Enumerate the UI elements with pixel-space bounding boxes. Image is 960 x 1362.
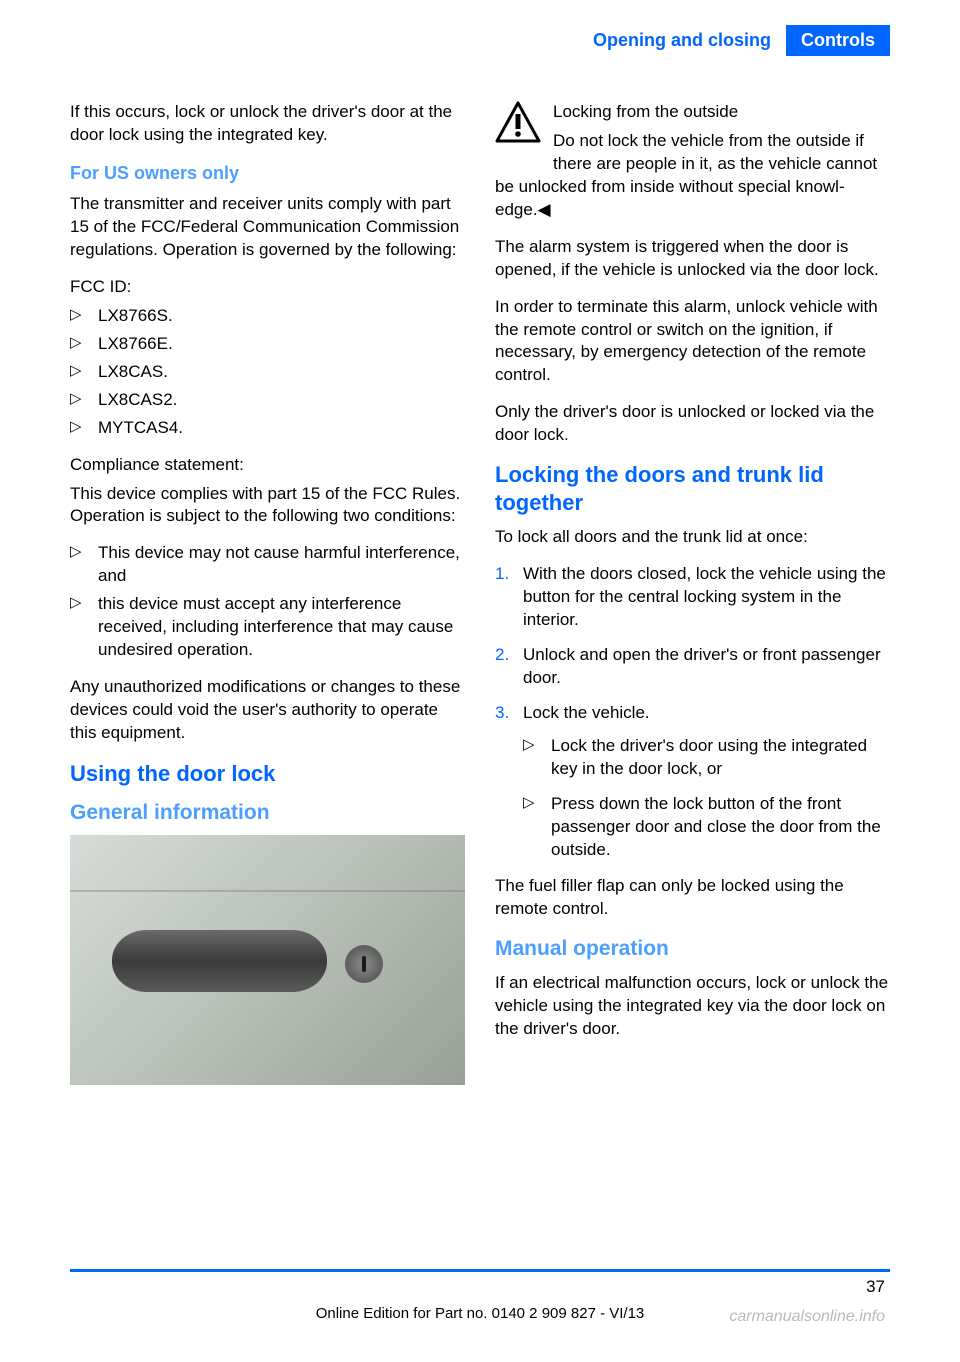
warning-block: Locking from the outside Do not lock the… bbox=[495, 101, 890, 222]
list-item: LX8766S. bbox=[70, 305, 465, 328]
step-item: 1. With the doors closed, lock the vehic… bbox=[495, 563, 890, 632]
list-item: LX8CAS. bbox=[70, 361, 465, 384]
manual-operation-text: If an electrical malfunction occurs, loc… bbox=[495, 972, 890, 1041]
door-handle-shape bbox=[112, 930, 327, 992]
unauthorized-text: Any unauthorized modifications or change… bbox=[70, 676, 465, 745]
sub-step-list: Lock the driver's door using the integra… bbox=[523, 735, 890, 862]
page-number: 37 bbox=[866, 1277, 885, 1297]
fcc-id-label: FCC ID: bbox=[70, 276, 465, 299]
only-driver-paragraph: Only the driver's door is unlocked or lo… bbox=[495, 401, 890, 447]
step-text: Lock the vehicle. bbox=[523, 703, 650, 722]
list-item: Press down the lock button of the front … bbox=[523, 793, 890, 862]
door-lock-cylinder bbox=[345, 945, 383, 983]
locking-steps: 1. With the doors closed, lock the vehic… bbox=[495, 563, 890, 861]
watermark-text: carmanualsonline.info bbox=[729, 1308, 885, 1326]
list-item: MYTCAS4. bbox=[70, 417, 465, 440]
door-seam-line bbox=[70, 890, 465, 892]
alarm-paragraph: The alarm system is triggered when the d… bbox=[495, 236, 890, 282]
manual-operation-heading: Manual operation bbox=[495, 935, 890, 963]
compliance-label: Compliance statement: bbox=[70, 454, 465, 477]
left-column: If this occurs, lock or unlock the drive… bbox=[70, 101, 465, 1085]
step-number: 1. bbox=[495, 563, 509, 586]
fcc-id-list: LX8766S. LX8766E. LX8CAS. LX8CAS2. MYTCA… bbox=[70, 305, 465, 440]
fuel-filler-text: The fuel filler flap can only be locked … bbox=[495, 875, 890, 921]
us-owners-heading: For US owners only bbox=[70, 161, 465, 185]
list-item: Lock the driver's door using the integra… bbox=[523, 735, 890, 781]
header-section-label: Opening and closing bbox=[578, 25, 786, 56]
intro-paragraph: If this occurs, lock or unlock the drive… bbox=[70, 101, 465, 147]
compliance-text: This device complies with part 15 of the… bbox=[70, 483, 465, 529]
warning-icon bbox=[495, 101, 541, 150]
header-chapter-label: Controls bbox=[786, 25, 890, 56]
warning-text: Do not lock the vehicle from the outside… bbox=[495, 130, 890, 222]
right-column: Locking from the outside Do not lock the… bbox=[495, 101, 890, 1085]
footer-divider bbox=[70, 1269, 890, 1272]
us-owners-text: The transmitter and receiver units compl… bbox=[70, 193, 465, 262]
list-item: this device must accept any interference… bbox=[70, 593, 465, 662]
locking-heading: Locking the doors and trunk lid together bbox=[495, 461, 890, 516]
list-item: This device may not cause harmful inter­… bbox=[70, 542, 465, 588]
conditions-list: This device may not cause harmful inter­… bbox=[70, 542, 465, 662]
list-item: LX8766E. bbox=[70, 333, 465, 356]
list-item: LX8CAS2. bbox=[70, 389, 465, 412]
door-handle-image bbox=[70, 835, 465, 1085]
step-text: With the doors closed, lock the vehicle … bbox=[523, 564, 886, 629]
step-number: 2. bbox=[495, 644, 509, 667]
lock-all-text: To lock all doors and the trunk lid at o… bbox=[495, 526, 890, 549]
door-lock-heading: Using the door lock bbox=[70, 759, 465, 789]
step-item: 3. Lock the vehicle. Lock the driver's d… bbox=[495, 702, 890, 862]
warning-title: Locking from the outside bbox=[553, 102, 738, 121]
step-number: 3. bbox=[495, 702, 509, 725]
content-area: If this occurs, lock or unlock the drive… bbox=[0, 56, 960, 1085]
general-info-heading: General information bbox=[70, 799, 465, 827]
step-text: Unlock and open the driver's or front pa… bbox=[523, 645, 881, 687]
page-header: Opening and closing Controls bbox=[0, 0, 960, 56]
terminate-paragraph: In order to terminate this alarm, unlock… bbox=[495, 296, 890, 388]
step-item: 2. Unlock and open the driver's or front… bbox=[495, 644, 890, 690]
